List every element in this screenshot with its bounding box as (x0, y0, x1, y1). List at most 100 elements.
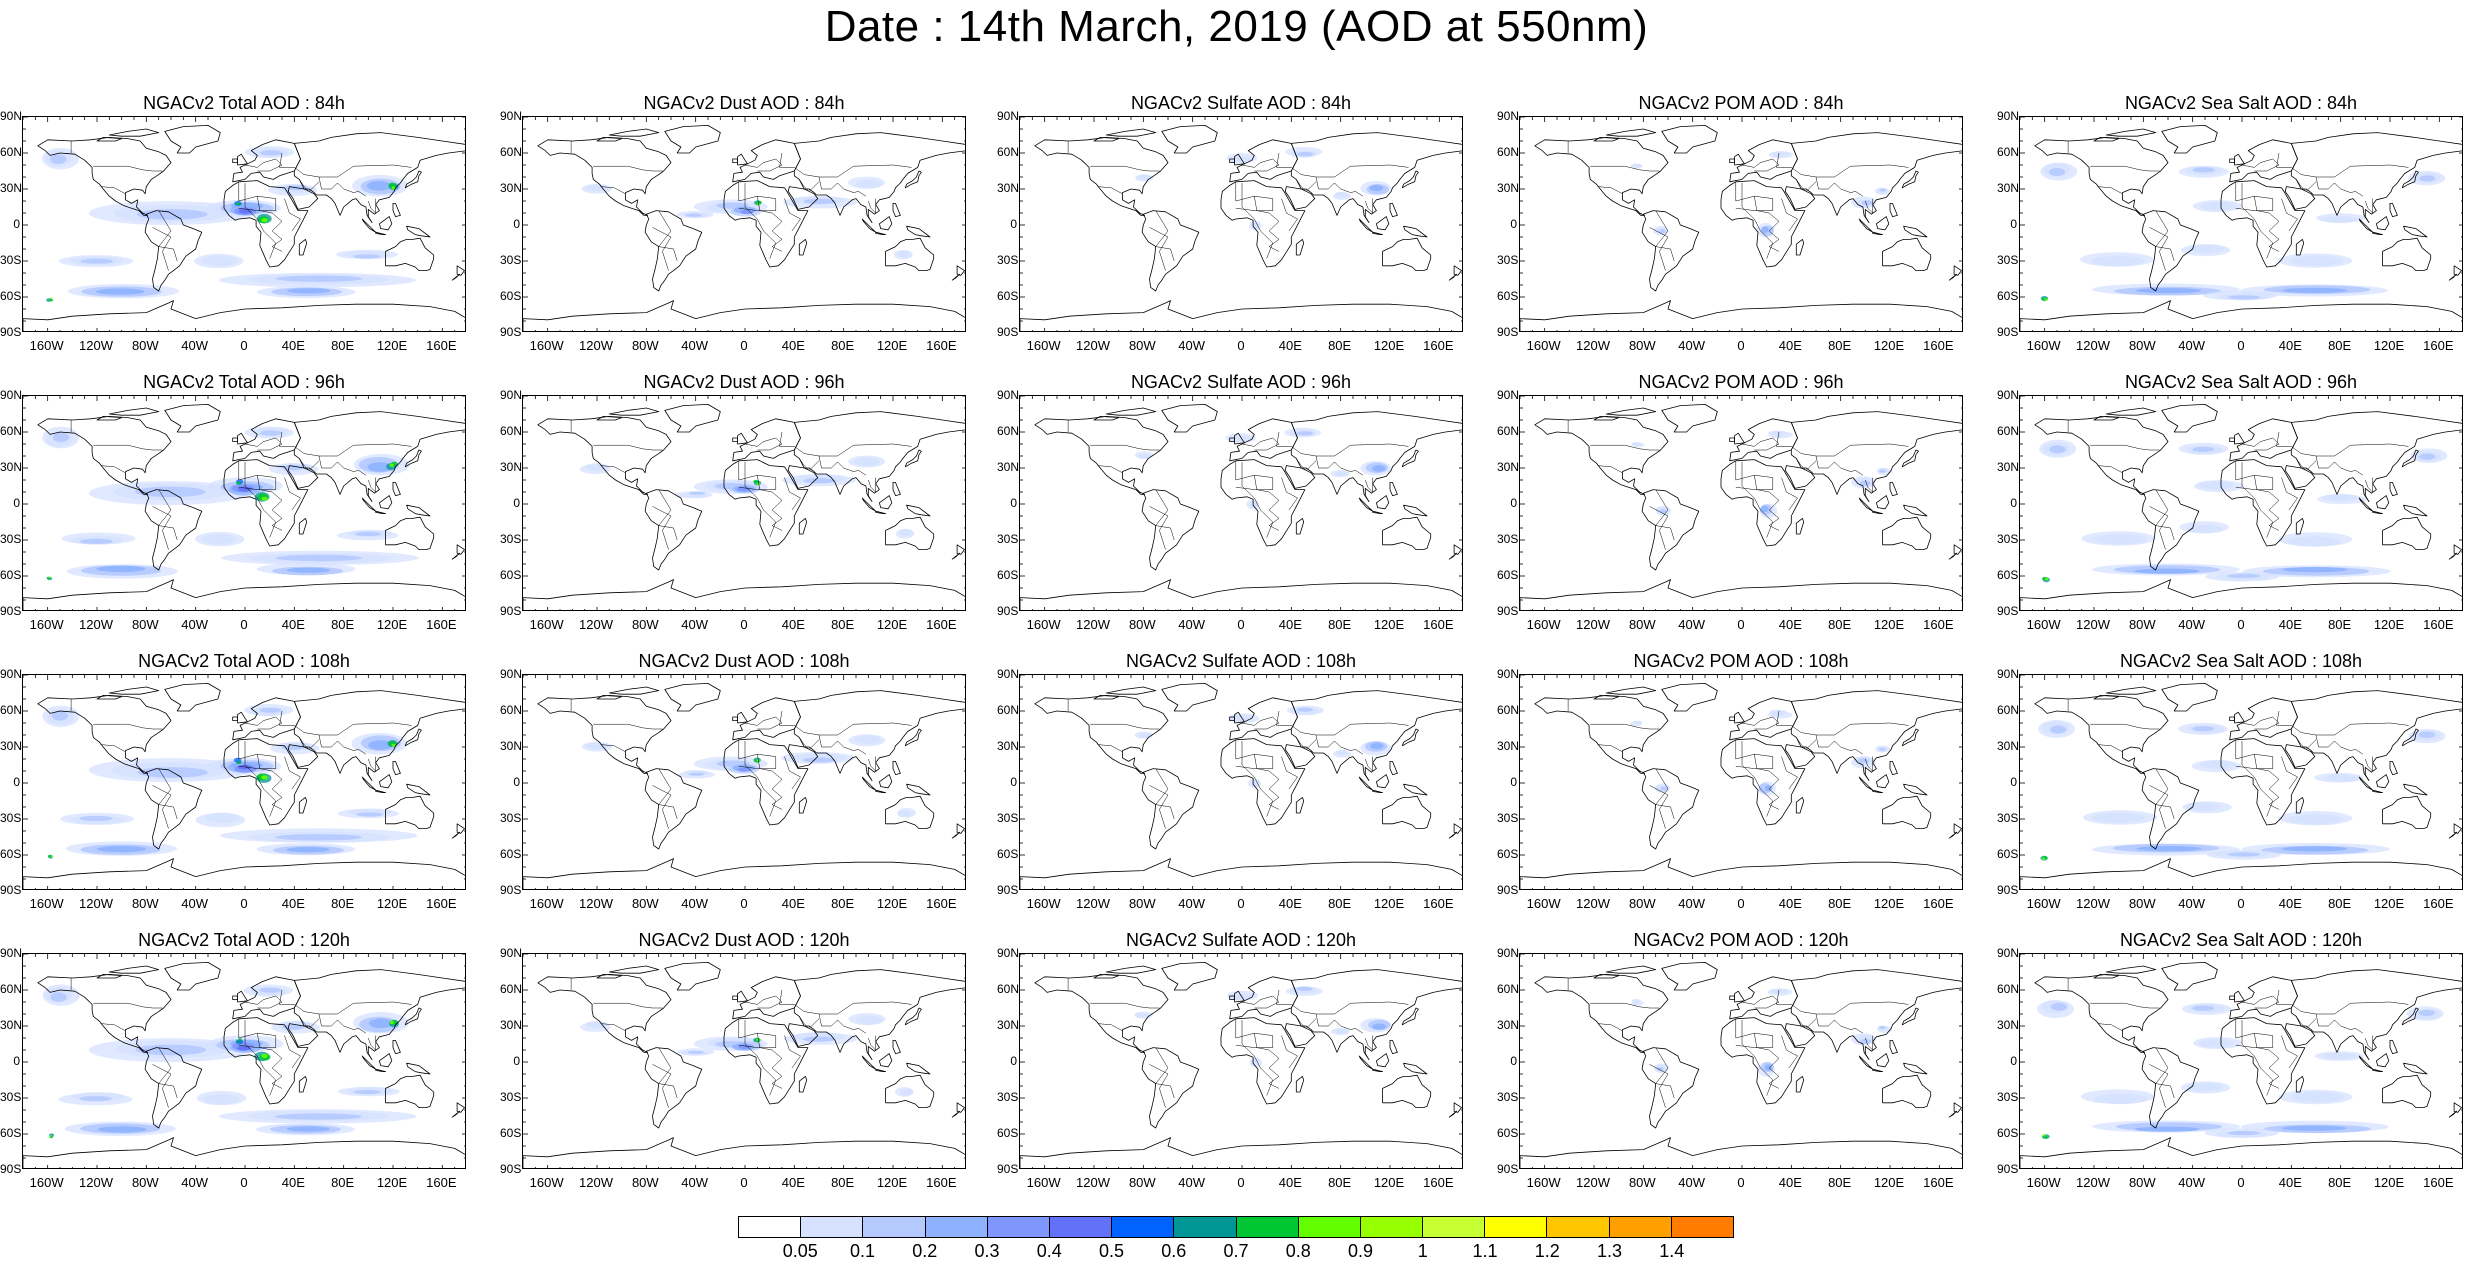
lon-label: 40E (781, 896, 805, 911)
map-frame (522, 116, 966, 332)
lat-label: 30S (997, 1090, 1019, 1104)
lat-label: 90N (997, 388, 1020, 402)
lat-label: 60S (0, 568, 22, 582)
lat-label: 90S (0, 883, 22, 897)
panel-title: NGACv2 Sea Salt AOD : 108h (2119, 651, 2363, 671)
lon-label: 40E (1278, 896, 1302, 911)
lon-label: 120E (2373, 617, 2405, 632)
lat-label: 30S (1497, 1090, 1519, 1104)
colorbar-box (1671, 1217, 1733, 1237)
aod-field (1134, 986, 1392, 1068)
axis-ticks (1020, 396, 1462, 610)
colorbar-label: 0.3 (974, 1241, 1000, 1261)
lon-label: 80W (1628, 338, 1656, 353)
lon-label: 120E (2373, 896, 2405, 911)
map-panel-sulfate: NGACv2 Sulfate AOD : 96h 90N 60N 30N 0 30S 60S… (997, 371, 1467, 632)
lon-label: 80E (2328, 1175, 2352, 1190)
lon-label: 160W (1026, 1175, 1061, 1190)
lon-label: 120E (1873, 338, 1905, 353)
lon-label: 120W (1576, 338, 1610, 353)
lon-label: 40W (181, 896, 209, 911)
axis-ticks (23, 675, 465, 889)
lon-label: 0 (1237, 617, 1245, 632)
lon-label: 80E (1328, 338, 1352, 353)
lon-label: 80W (1128, 1175, 1156, 1190)
lat-label: 30N (1997, 1018, 2020, 1032)
lon-label: 80E (831, 896, 855, 911)
world-map-dust (523, 396, 965, 610)
coastlines (523, 124, 965, 331)
lon-label: 80E (331, 1175, 355, 1190)
lat-label: 90S (500, 604, 522, 618)
lon-label: 40E (781, 1175, 805, 1190)
panel-title: NGACv2 Dust AOD : 120h (638, 930, 850, 950)
lat-label: 90S (997, 883, 1019, 897)
world-map-total (23, 954, 465, 1168)
lat-label: 90S (0, 1162, 22, 1176)
lon-label: 160W (2026, 338, 2061, 353)
lat-label: 60N (1997, 703, 2020, 717)
lon-label: 40W (681, 896, 709, 911)
lat-label: 30S (997, 532, 1019, 546)
axis-ticks (23, 396, 465, 610)
lat-label: 0 (13, 496, 20, 510)
lon-label: 40E (1278, 338, 1302, 353)
colorbar-box (739, 1217, 802, 1237)
panel-title: NGACv2 Total AOD : 108h (138, 651, 350, 671)
lon-label: 40E (2278, 338, 2302, 353)
world-map-sulfate (1020, 954, 1462, 1168)
lon-label: 120W (79, 338, 113, 353)
lat-label: 0 (1510, 496, 1517, 510)
axis-ticks (1520, 117, 1962, 331)
map-frame (22, 116, 466, 332)
map-frame (1519, 674, 1963, 890)
lon-label: 160E (926, 896, 957, 911)
axis-ticks (23, 117, 465, 331)
colorbar-label: 1 (1417, 1241, 1428, 1261)
panel-title: NGACv2 Sulfate AOD : 96h (1130, 372, 1352, 392)
lon-label: 0 (2237, 338, 2245, 353)
lon-label: 120W (579, 1175, 613, 1190)
coastlines (2020, 961, 2462, 1168)
lon-label: 120W (1076, 896, 1110, 911)
lat-label: 90N (500, 946, 523, 960)
map-panel-pom: NGACv2 POM AOD : 96h 90N 60N 30N 0 30S 60S 90S 1… (1497, 371, 1967, 632)
lon-label: 80W (131, 338, 159, 353)
colorbar-box (1547, 1217, 1610, 1237)
lat-label: 60S (1497, 847, 1519, 861)
page-title: Date : 14th March, 2019 (AOD at 550nm) (824, 2, 1649, 51)
lat-label: 30N (0, 181, 23, 195)
world-map-dust (523, 117, 965, 331)
map-panel-pom: NGACv2 POM AOD : 108h 90N 60N 30N 0 30S 60S 90S… (1497, 650, 1967, 911)
lon-label: 40W (681, 338, 709, 353)
lon-label: 160W (29, 1175, 64, 1190)
lon-label: 160W (1526, 896, 1561, 911)
lon-label: 160W (29, 338, 64, 353)
lat-label: 0 (513, 217, 520, 231)
lat-label: 30S (0, 811, 22, 825)
axis-ticks (523, 396, 965, 610)
lat-label: 30S (1997, 811, 2019, 825)
lon-label: 160E (426, 896, 457, 911)
lon-label: 160E (2423, 617, 2454, 632)
lat-label: 30N (0, 1018, 23, 1032)
lon-label: 0 (240, 896, 248, 911)
lon-label: 40E (281, 617, 305, 632)
panel-title: NGACv2 POM AOD : 120h (1633, 930, 1849, 950)
lon-label: 80W (2128, 1175, 2156, 1190)
lat-label: 90N (0, 388, 23, 402)
lat-label: 90N (1997, 667, 2020, 681)
lon-label: 160W (1526, 338, 1561, 353)
coastlines (23, 124, 465, 331)
map-panel-total: NGACv2 Total AOD : 120h 90N 60N 30N 0 30S 60S 9… (0, 929, 470, 1190)
lat-label: 30N (500, 181, 523, 195)
lon-label: 120E (1873, 617, 1905, 632)
lat-label: 60N (1497, 703, 1520, 717)
map-frame (1519, 953, 1963, 1169)
panel-title: NGACv2 POM AOD : 84h (1638, 93, 1844, 113)
lon-label: 120E (376, 338, 408, 353)
map-frame (522, 674, 966, 890)
aod-field (42, 426, 419, 581)
lon-label: 80W (2128, 617, 2156, 632)
world-map-seasalt (2020, 675, 2462, 889)
